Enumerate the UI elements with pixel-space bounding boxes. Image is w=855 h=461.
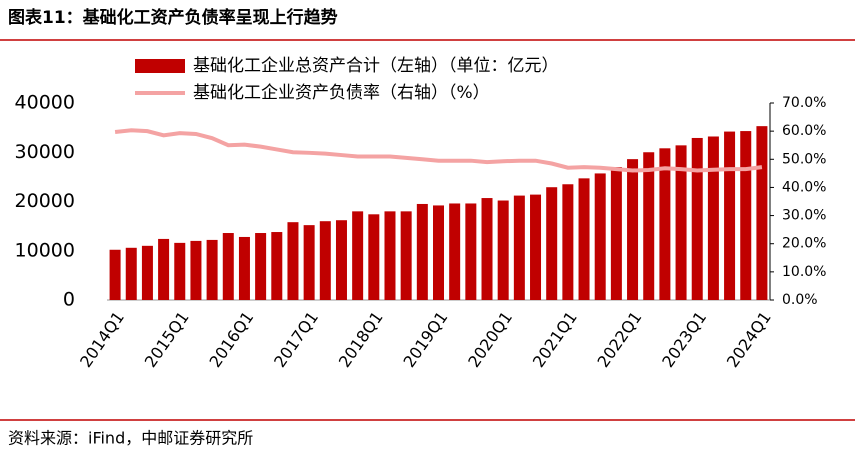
bar — [206, 239, 218, 300]
bar — [174, 242, 186, 300]
bar — [416, 203, 428, 300]
bar — [610, 167, 622, 300]
bar — [740, 131, 752, 300]
bar — [643, 152, 655, 300]
y2-tick-label: 60.0% — [782, 123, 826, 139]
bar — [481, 198, 493, 300]
bar — [513, 195, 525, 300]
x-tick-label: 2022Q1 — [594, 308, 646, 371]
bar — [546, 187, 558, 300]
bar — [530, 194, 542, 300]
line — [114, 128, 763, 173]
y2-tick-label: 50.0% — [782, 151, 826, 167]
legend-swatch — [135, 59, 185, 73]
bar — [384, 211, 396, 300]
y-tick-label: 0 — [63, 289, 75, 311]
bar — [190, 240, 202, 300]
bar — [400, 211, 412, 300]
bar — [724, 131, 736, 300]
bar — [222, 233, 234, 300]
x-tick-label: 2020Q1 — [464, 308, 516, 371]
x-tick-label: 2016Q1 — [205, 308, 257, 371]
y2-tick-label: 30.0% — [782, 208, 826, 224]
y-tick-label: 10000 — [15, 239, 75, 261]
bar — [335, 220, 347, 300]
bar — [465, 203, 477, 300]
y2-tick-label: 70.0% — [782, 95, 826, 111]
bar — [627, 159, 639, 300]
bar — [255, 233, 267, 300]
legend-label: 基础化工企业总资产合计（左轴）（单位：亿元） — [193, 56, 559, 76]
x-tick-label: 2018Q1 — [335, 308, 387, 371]
bar — [141, 245, 153, 300]
x-tick-label: 2019Q1 — [399, 308, 451, 371]
bar — [368, 214, 380, 300]
x-tick-label: 2014Q1 — [76, 308, 128, 371]
bar — [562, 184, 574, 300]
bar — [433, 205, 444, 300]
bar — [271, 232, 283, 300]
y2-tick-label: 0.0% — [782, 292, 818, 308]
y2-tick-label: 10.0% — [782, 264, 826, 280]
bar — [125, 247, 137, 300]
bar — [707, 136, 719, 300]
bar — [675, 145, 687, 300]
y-tick-label: 40000 — [15, 92, 75, 114]
bar — [756, 126, 768, 301]
bar — [497, 200, 509, 300]
x-tick-label: 2015Q1 — [141, 308, 193, 371]
bar — [303, 225, 315, 300]
y2-tick-label: 20.0% — [782, 236, 826, 252]
x-tick-label: 2021Q1 — [529, 308, 581, 371]
x-tick-label: 2024Q1 — [723, 308, 775, 371]
bar — [158, 238, 170, 300]
bar — [109, 249, 121, 300]
bar — [594, 173, 606, 300]
y-tick-label: 20000 — [15, 190, 75, 212]
bar — [691, 137, 703, 300]
bar — [659, 148, 671, 300]
bar — [578, 178, 590, 300]
bar — [238, 236, 250, 300]
bar — [319, 221, 331, 300]
y2-tick-label: 40.0% — [782, 179, 826, 195]
bar — [287, 222, 299, 300]
y-tick-label: 30000 — [15, 141, 75, 163]
x-tick-label: 2017Q1 — [270, 308, 322, 371]
legend-label: 基础化工企业资产负债率（右轴）（%） — [193, 83, 490, 103]
x-tick-label: 2023Q1 — [658, 308, 710, 371]
bar — [352, 211, 364, 300]
source: 资料来源：iFind，中邮证券研究所 — [8, 429, 253, 448]
chart-title: 图表11：基础化工资产负债率呈现上行趋势 — [8, 7, 338, 28]
bar — [449, 203, 461, 300]
